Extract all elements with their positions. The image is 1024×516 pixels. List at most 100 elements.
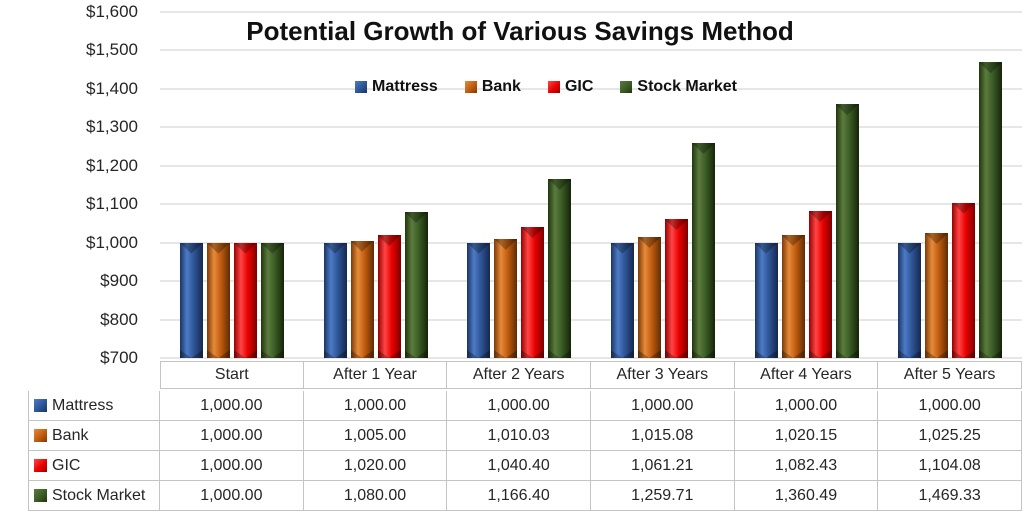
bar-stock-market bbox=[979, 62, 1003, 358]
series-key-icon bbox=[34, 459, 47, 472]
bar-bottom-bevel bbox=[808, 350, 832, 358]
gridline bbox=[160, 280, 1022, 283]
bar-top-bevel bbox=[179, 242, 203, 254]
table-value-cell: 1,000.00 bbox=[447, 391, 591, 421]
table-row-label-stock-market: Stock Market bbox=[28, 481, 160, 511]
series-key-icon bbox=[34, 429, 47, 442]
bar-bottom-bevel bbox=[664, 350, 688, 358]
table-header-cell: After 4 Years bbox=[734, 361, 879, 389]
bar-top-bevel bbox=[835, 104, 859, 116]
bar-stock-market bbox=[691, 142, 715, 358]
y-tick-label: $1,000 bbox=[86, 232, 138, 252]
y-axis: $1,600 $1,500 $1,400 $1,300 $1,200 $1,100 $1,0… bbox=[0, 0, 140, 370]
table-value-cell: 1,025.25 bbox=[878, 421, 1022, 451]
table-header-cell: After 2 Years bbox=[447, 361, 591, 389]
bar-top-bevel bbox=[350, 240, 374, 252]
bar-bottom-bevel bbox=[233, 350, 257, 358]
table-header-cell: Start bbox=[160, 361, 304, 389]
bar-top-bevel bbox=[781, 234, 805, 246]
gridline bbox=[160, 49, 1022, 52]
bar-bank bbox=[781, 234, 805, 358]
table-value-cell: 1,469.33 bbox=[878, 481, 1022, 511]
bar-bottom-bevel bbox=[979, 350, 1003, 358]
legend-item-bank: Bank bbox=[464, 78, 521, 96]
y-tick-label: $1,600 bbox=[86, 2, 138, 21]
table-value-cell: 1,040.40 bbox=[447, 451, 591, 481]
bar-top-bevel bbox=[979, 62, 1003, 74]
bar-stock-market bbox=[404, 211, 428, 358]
bar-bottom-bevel bbox=[637, 350, 661, 358]
legend-key-icon bbox=[547, 81, 560, 93]
table-value-cell: 1,020.15 bbox=[734, 421, 879, 451]
y-tick-label: $900 bbox=[100, 271, 138, 291]
bar-stock-market bbox=[260, 242, 284, 358]
series-name: GIC bbox=[52, 456, 81, 474]
table-header-cell: After 1 Year bbox=[303, 361, 448, 389]
series-name: Stock Market bbox=[52, 486, 146, 504]
table-row-label-gic: GIC bbox=[28, 451, 160, 481]
bar-bottom-bevel bbox=[521, 350, 545, 358]
table-header-cell: After 5 Years bbox=[878, 361, 1022, 389]
table-value-cell: 1,080.00 bbox=[303, 481, 448, 511]
y-tick-label: $1,100 bbox=[86, 194, 138, 214]
bar-bank bbox=[206, 242, 230, 358]
bar-bank bbox=[637, 236, 661, 358]
bar-gic bbox=[521, 227, 545, 358]
bar-top-bevel bbox=[494, 238, 518, 250]
table-value-cell: 1,259.71 bbox=[590, 481, 735, 511]
gridline bbox=[160, 87, 1022, 90]
series-key-icon bbox=[34, 399, 47, 412]
legend-key-icon bbox=[355, 81, 368, 93]
table-value-cell: 1,000.00 bbox=[160, 421, 304, 451]
bar-top-bevel bbox=[233, 242, 257, 254]
gridline bbox=[160, 357, 1022, 359]
bar-stock-market bbox=[835, 104, 859, 358]
bar-top-bevel bbox=[691, 142, 715, 154]
table-value-cell: 1,005.00 bbox=[303, 421, 448, 451]
bar-bottom-bevel bbox=[548, 350, 572, 358]
legend-item-mattress: Mattress bbox=[355, 78, 438, 96]
bar-top-bevel bbox=[808, 210, 832, 222]
table-corner-cell bbox=[28, 361, 160, 389]
table-value-cell: 1,000.00 bbox=[160, 391, 304, 421]
gridline bbox=[160, 203, 1022, 206]
table-value-cell: 1,020.00 bbox=[303, 451, 448, 481]
series-name: Bank bbox=[52, 426, 89, 444]
bar-bottom-bevel bbox=[494, 350, 518, 358]
bar-top-bevel bbox=[260, 242, 284, 254]
bar-top-bevel bbox=[521, 227, 545, 239]
bar-top-bevel bbox=[467, 242, 491, 254]
table-value-cell: 1,010.03 bbox=[447, 421, 591, 451]
table-row-label-bank: Bank bbox=[28, 421, 160, 451]
y-tick-label: $1,200 bbox=[86, 155, 138, 175]
table-value-cell: 1,015.08 bbox=[590, 421, 735, 451]
bar-gic bbox=[952, 202, 976, 358]
bar-bottom-bevel bbox=[781, 350, 805, 358]
table-value-cell: 1,360.49 bbox=[734, 481, 879, 511]
gridline bbox=[160, 241, 1022, 244]
bar-mattress bbox=[610, 242, 634, 358]
bar-bottom-bevel bbox=[691, 350, 715, 358]
chart-title: Potential Growth of Various Savings Meth… bbox=[246, 16, 794, 46]
series-name: Mattress bbox=[52, 396, 114, 414]
bar-top-bevel bbox=[377, 234, 401, 246]
bar-gic bbox=[664, 219, 688, 358]
bar-bottom-bevel bbox=[323, 350, 347, 358]
bar-top-bevel bbox=[754, 242, 778, 254]
bar-mattress bbox=[754, 242, 778, 358]
bar-mattress bbox=[179, 242, 203, 358]
bar-stock-market bbox=[548, 178, 572, 358]
y-tick-label: $1,300 bbox=[86, 117, 138, 137]
table-value-cell: 1,166.40 bbox=[447, 481, 591, 511]
bar-mattress bbox=[898, 242, 922, 358]
bar-bottom-bevel bbox=[952, 350, 976, 358]
table-row-label-mattress: Mattress bbox=[28, 391, 160, 421]
bar-top-bevel bbox=[404, 211, 428, 223]
legend-item-gic: GIC bbox=[547, 78, 593, 96]
bar-top-bevel bbox=[610, 242, 634, 254]
table-value-cell: 1,000.00 bbox=[160, 481, 304, 511]
bar-mattress bbox=[467, 242, 491, 358]
bar-bottom-bevel bbox=[206, 350, 230, 358]
bar-top-bevel bbox=[637, 236, 661, 248]
bar-bottom-bevel bbox=[925, 350, 949, 358]
